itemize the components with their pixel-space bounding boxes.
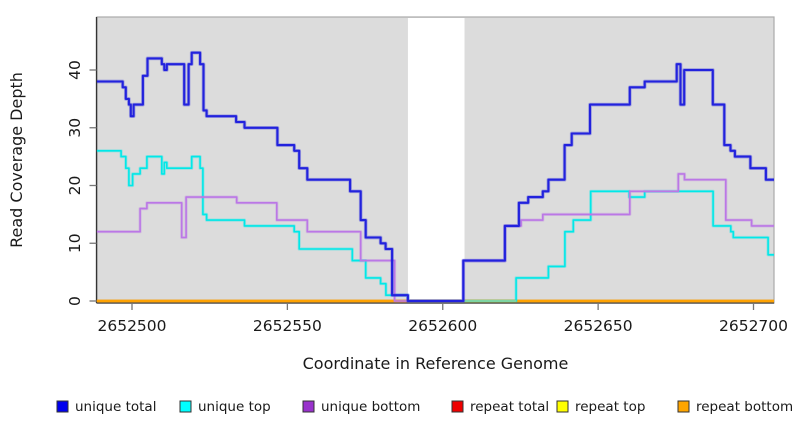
legend-label-repeat-total: repeat total <box>470 399 549 415</box>
legend-label-repeat-top: repeat top <box>575 399 645 415</box>
x-tick-label: 2652650 <box>564 317 633 335</box>
legend-swatch-repeat-bottom <box>677 400 690 413</box>
legend-label-unique-top: unique top <box>198 399 271 415</box>
x-tick-label: 2652700 <box>719 317 788 335</box>
y-axis-title: Read Coverage Depth <box>7 72 26 248</box>
masked-region <box>407 18 465 302</box>
x-tick-label: 2652500 <box>97 317 166 335</box>
y-tick-label: 40 <box>66 60 84 80</box>
x-tick-label: 2652600 <box>408 317 477 335</box>
legend-label-unique-bottom: unique bottom <box>321 399 420 415</box>
legend-swatch-unique-bottom <box>302 400 315 413</box>
y-tick-label: 20 <box>66 176 84 196</box>
series-unique-top <box>96 150 774 302</box>
legend-swatch-repeat-top <box>556 400 569 413</box>
legend-swatch-unique-total <box>56 400 69 413</box>
legend-label-unique-total: unique total <box>75 399 156 415</box>
legend-swatch-repeat-total <box>451 400 464 413</box>
series-unique-total <box>96 51 774 303</box>
y-tick-label: 0 <box>66 296 84 306</box>
x-tick-label: 2652550 <box>253 317 322 335</box>
y-tick-label: 30 <box>66 118 84 138</box>
y-tick-label: 10 <box>66 233 84 253</box>
legend-swatch-unique-top <box>179 400 192 413</box>
legend-label-repeat-bottom: repeat bottom <box>696 399 792 415</box>
x-axis-title: Coordinate in Reference Genome <box>303 354 569 373</box>
